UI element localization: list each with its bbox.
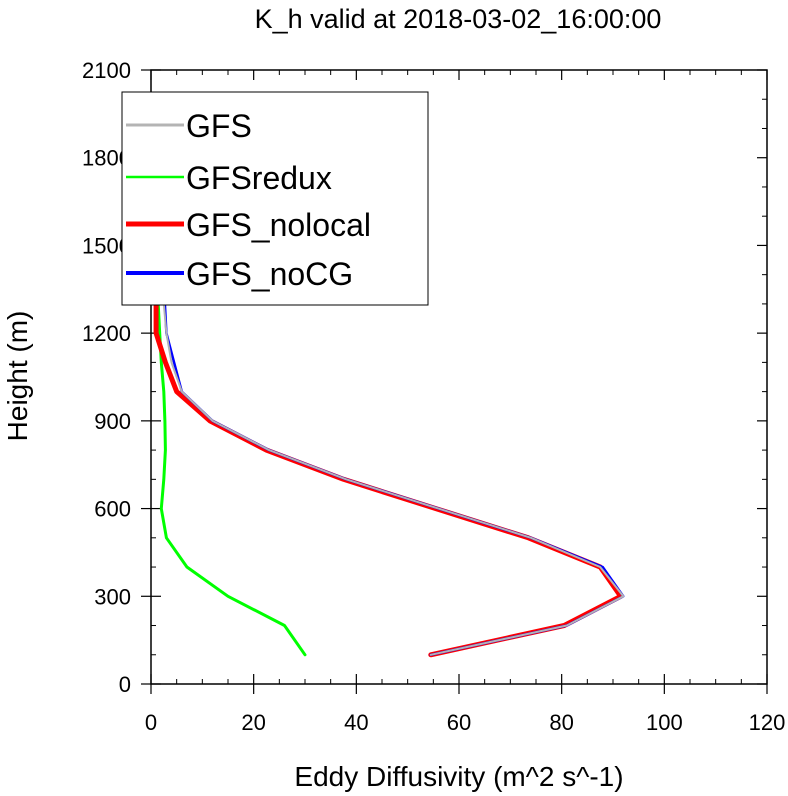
legend-entries: GFS GFSredux GFS_nolocal GFS_noCG [126,108,371,292]
y-tick-label: 900 [94,409,131,434]
y-tick-label: 2100 [82,58,131,83]
x-axis-title: Eddy Diffusivity (m^2 s^-1) [294,761,623,792]
y-tick-label: 600 [94,497,131,522]
x-tick-label: 120 [749,710,786,735]
x-tick-label: 20 [241,710,265,735]
legend-box [121,91,429,306]
legend-label: GFSredux [186,160,332,196]
legend-label: GFS_nolocal [186,207,371,243]
minor-ticks [151,70,767,684]
legend-label: GFS [186,108,252,144]
chart-title: K_h valid at 2018-03-02_16:00:00 [255,4,662,34]
y-tick-label: 0 [119,672,131,697]
y-tick-label: 1200 [82,321,131,346]
x-tick-label: 60 [447,710,471,735]
x-tick-label: 100 [646,710,683,735]
x-tick-label: 0 [145,710,157,735]
y-tick-label: 300 [94,584,131,609]
legend: GFS GFSredux GFS_nolocal GFS_noCG [121,91,429,306]
x-axis-ticks: 0 20 40 60 80 100 120 [145,70,785,735]
y-axis-title: Height (m) [2,311,33,442]
x-tick-label: 40 [344,710,368,735]
legend-label: GFS_noCG [186,256,353,292]
x-tick-label: 80 [549,710,573,735]
